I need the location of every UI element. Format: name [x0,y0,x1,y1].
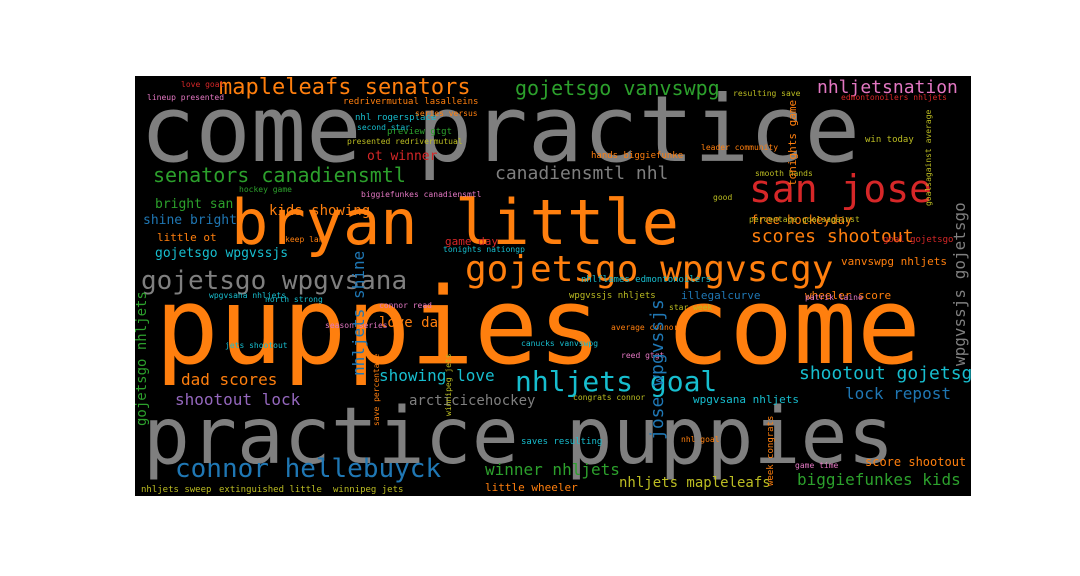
word-illegalcurve: illegalcurve [681,289,761,302]
word-lineup-presented: lineup presented [147,93,225,102]
word-biggiefunkes-canadiensmtl: biggiefunkes canadiensmtl [361,190,482,199]
word-nhljets-mapleleafs: nhljets mapleleafs [619,475,771,491]
word-jets-shootout: jets shootout [225,341,288,350]
word-arcticicehockey: arcticicehockey [409,393,536,409]
word-jose-wpgvssjs: jose wpgvssjs [647,299,668,440]
word-keep-land: keep land [285,235,329,244]
word-congrats-connor: congrats connor [573,393,646,402]
word-season-series: season series [325,321,388,330]
word-cloud: come practice puppies come practice pupp… [135,76,971,496]
word-kids-showing: kids showing [269,203,371,219]
word-ot-winner: ot winner [367,149,438,164]
word-come-practice: come practice [140,76,861,183]
word-nhljets-sweep: nhljets sweep [141,485,212,495]
word-north-strong: north strong [265,295,323,304]
word-preview-gtgt: preview gtgt [387,127,453,137]
word-percentage-goalsagainst: percentage goalsagainst [749,215,860,224]
word-hands-biggiefunke: hands biggiefunke [591,151,684,161]
word-wpgvssjs-nhljets: wpgvssjs nhljets [569,291,656,301]
word-winnipeg-jets: winnipeg jets [333,485,404,495]
word-nhljetsnation: nhljetsnation [817,77,958,98]
word-gojetsgo-nhljets: gojetsgo nhljets [135,291,150,426]
word-gojetsgo-wpgvsana: gojetsgo wpgvsana [141,266,408,296]
word-gojetsgo-wpgvscgy: gojetsgo wpgvscgy [465,249,834,290]
word-winnipeg-jets-2: winnipeg jets [444,353,453,416]
word-free-hockeyday: free hockeyday [751,213,853,227]
word-nhljets-shine: nhljets shine [349,250,368,376]
word-biggiefunkes-kids: biggiefunkes kids [797,470,961,489]
word-good: good [713,193,733,202]
word-connor-read: connor read [379,301,432,310]
word-little-wheeler: little wheeler [485,481,578,494]
word-puppies-come: puppies come [155,265,921,388]
word-smooth-hands: smooth hands [755,169,813,178]
word-extinguished-little: extinguished little [219,485,322,495]
word-presented-redrivermutual: presented redrivermutual [347,137,463,146]
word-vanvswpg-nhljets: vanvswpg nhljets [841,255,947,268]
word-game-day: game day [445,235,498,248]
word-shootout-lock: shootout lock [175,390,301,409]
word-nhl-goal: nhl goal [681,435,720,444]
word-connor-hellebuyck: connor hellebuyck [175,454,442,484]
word-senators-canadiensmtl: senators canadiensmtl [153,163,406,187]
word-game-time: game time [795,461,839,470]
word-goalsagainst-average: goalsagainst average [924,109,933,206]
word-nhl-rogersplace: nhl rogersplace [355,113,437,123]
word-hockey-game: hockey game [239,185,292,194]
word-resulting-save: resulting save [733,89,801,98]
word-week-congrats: week congrats [766,415,776,486]
word-shine-bright: shine bright [143,213,237,228]
word-practice-puppies: practice puppies [143,392,895,482]
word-redrivermutual-lasalleins: redrivermutual lasalleins [343,97,479,107]
word-leader-community: leader community [701,143,779,152]
word-bryan-little: bryan little [231,186,679,259]
word-nhlflames-edmontonoilers: nhlflames edmontonoilers [581,275,712,285]
word-gojetsgo-vanvswpg: gojetsgo vanvswpg [515,76,720,100]
word-wpgvsana-nhljets: wpgvsana nhljets [693,393,799,406]
word-patrik-laine: patrik laine [805,293,863,302]
word-score-shootout: score shootout [865,455,967,469]
word-san-jose: san jose [749,167,933,211]
word-lock-repost: lock repost [845,384,951,403]
word-shootout-gojetsgo: shootout gojetsgo [799,363,971,384]
word-love-goal: love goal [181,80,225,89]
word-wheeler-score: wheeler score [805,289,892,302]
word-save-percentage: save percentage [372,353,381,426]
word-second-star: second star [357,123,410,132]
word-canucks-vanvswpg: canucks vanvswpg [521,339,599,348]
word-edmontonoilers-nhljets: edmontonoilers nhljets [841,93,947,102]
word-win-today: win today [865,135,914,145]
word-dad-scores: dad scores [181,370,278,389]
word-showing-love: showing love [379,366,495,385]
word-wpgvsana-nhljets-2: wpgvsana nhljets [209,291,287,300]
word-goal-gojetsgo: goal gojetsgo [883,235,954,245]
word-scores-shootout: scores shootout [751,226,914,247]
word-average-connor: average connor [611,323,679,332]
word-wpgvssjs-gojetsgo: wpgvssjs gojetsgo [950,202,969,366]
word-tonights-game: tonights game [786,99,799,186]
word-star-week: star week [669,303,713,312]
word-mapleleafs-senators: mapleleafs senators [219,76,471,100]
word-bright-san: bright san [155,197,234,212]
word-gojetsgo-wpgvssjs: gojetsgo wpgvssjs [155,246,289,261]
word-tonights-nationgp: tonights nationgp [443,245,525,254]
word-series-versus: series versus [415,109,478,118]
word-saves-resulting: saves resulting [521,437,603,447]
word-winner-nhljets: winner nhljets [485,460,620,479]
word-nhljets-goal: nhljets goal [515,365,718,398]
word-little-ot: little ot [157,231,217,244]
word-canadiensmtl-nhl: canadiensmtl nhl [495,163,669,184]
word-reed-gtgt: reed gtgt [621,351,665,360]
word-love-dad: love dad [379,315,447,331]
